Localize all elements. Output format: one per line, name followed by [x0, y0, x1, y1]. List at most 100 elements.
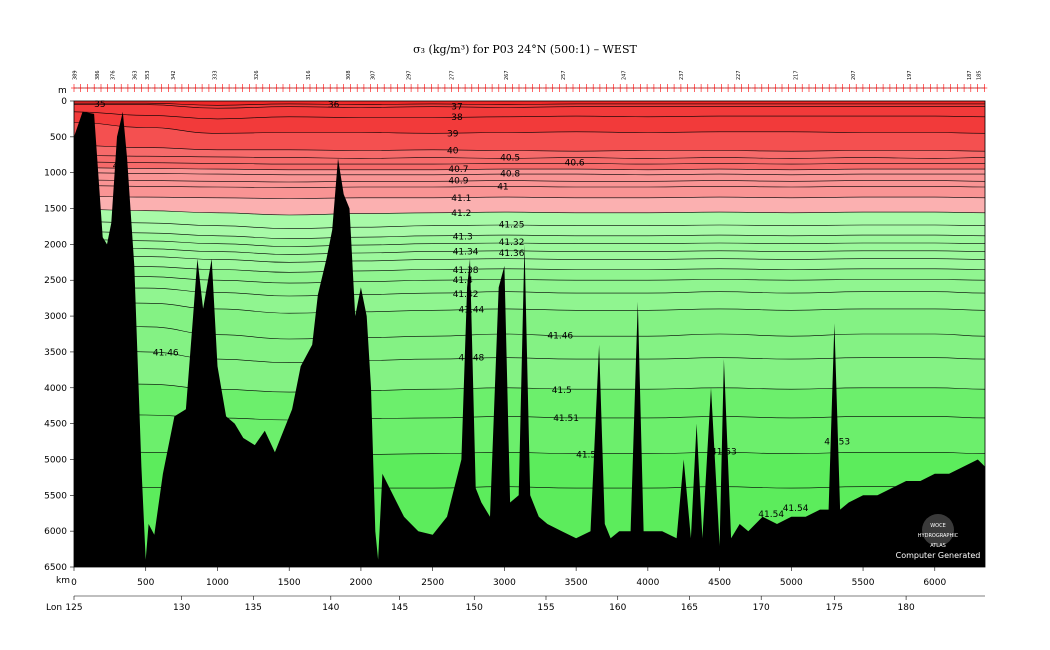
contour-label: 41.51	[553, 414, 579, 424]
contour-35	[73, 102, 985, 106]
distance-tick-label: 1500	[278, 578, 301, 588]
depth-tick-label: 500	[50, 133, 67, 143]
band-0-35	[74, 101, 985, 106]
contour-label: 41.32	[499, 238, 525, 248]
contour-label: 40.8	[500, 169, 520, 179]
contour-label: 41.46	[153, 349, 179, 359]
watermark-line-2: HYDROGRAPHIC	[918, 533, 959, 539]
watermark-line-1: WOCE	[930, 523, 946, 529]
contour-label: 40.9	[448, 177, 468, 187]
contour-40.5	[73, 155, 986, 159]
plot-border	[73, 100, 986, 568]
contour-label: 36	[328, 101, 340, 111]
contour-label: 41.5	[552, 386, 572, 396]
depth-tick-label: 3000	[44, 312, 67, 322]
station-axis: 389 386 376 363 353 342 333 326 316 308 307 297 277 2…	[58, 70, 988, 96]
station-label: 297	[406, 70, 412, 80]
contour-41.42	[73, 285, 986, 297]
contour-41.32	[73, 239, 986, 247]
depth-tick-label: 6500	[44, 563, 67, 573]
contour-label: 41.48	[459, 354, 485, 364]
distance-tick-label: 6000	[923, 578, 946, 588]
contour-41.25	[73, 221, 986, 229]
distance-tick-label: 4500	[708, 578, 731, 588]
longitude-tick-label: 145	[391, 603, 408, 613]
station-label: 197	[907, 70, 913, 80]
contour-label: 41.1	[451, 194, 471, 204]
depth-tick-label: 1000	[44, 169, 67, 179]
woce-logo-disc	[922, 514, 954, 546]
longitude-tick-label: 160	[609, 603, 626, 613]
distance-tick-label: 500	[137, 578, 154, 588]
distance-tick-label: 4000	[636, 578, 659, 588]
contour-label: 40	[447, 147, 459, 157]
contour-label: 41.36	[499, 249, 525, 259]
longitude-tick-label: 150	[466, 603, 483, 613]
contour-41.44	[73, 299, 986, 314]
station-label: 307	[370, 70, 376, 80]
depth-unit-label: m	[58, 86, 67, 96]
contour-label: 37	[451, 103, 462, 113]
station-label: 277	[449, 70, 455, 80]
depth-tick-label: 4500	[44, 420, 67, 430]
distance-tick-label: 1000	[206, 578, 229, 588]
contour-label: 41.25	[499, 220, 525, 230]
station-label: 247	[622, 70, 628, 80]
contour-41.38	[73, 264, 986, 273]
depth-tick-label: 6000	[44, 527, 67, 537]
contour-41	[73, 185, 986, 189]
contour-41.34	[73, 247, 986, 255]
contour-41.36	[73, 254, 986, 263]
station-label: 237	[679, 70, 685, 80]
seafloor-profile	[74, 111, 985, 568]
depth-tick-label: 2500	[44, 276, 67, 286]
contour-label: 41.54	[783, 504, 809, 514]
contour-label: 40	[113, 162, 125, 172]
contour-label: 41.34	[453, 248, 479, 258]
band-35-39	[74, 101, 985, 134]
contour-label: 41.42	[453, 290, 479, 300]
contour-label: 38	[451, 113, 463, 123]
contour-label: 41.2	[451, 209, 471, 219]
contour-label: 41.53	[711, 448, 737, 458]
contour-41.2	[73, 209, 986, 216]
station-label: 353	[145, 70, 151, 80]
distance-tick-label: 0	[71, 578, 77, 588]
longitude-tick-label: 165	[681, 603, 698, 613]
woce-watermark: WOCE HYDROGRAPHIC ATLAS Computer Generat…	[896, 514, 981, 560]
contour-39	[73, 122, 986, 134]
station-label: 376	[111, 70, 117, 80]
station-label: 326	[254, 70, 260, 80]
depth-tick-label: 2000	[44, 240, 67, 250]
longitude-tick-label: 125	[65, 603, 82, 613]
station-label: 363	[132, 70, 138, 80]
longitude-tick-label: 170	[753, 603, 770, 613]
contour-label: 41.46	[547, 331, 573, 341]
contour-38	[73, 111, 986, 120]
station-label: 316	[306, 70, 312, 80]
bathymetry	[74, 111, 985, 568]
contour-41.5	[73, 380, 986, 393]
contour-label: 40.5	[500, 154, 520, 164]
depth-axis: 0 500 1000 1500 2000 2500 3000 3500 4000 4500 5000…	[44, 97, 74, 573]
depth-tick-label: 3500	[44, 348, 67, 358]
depth-tick-label: 5500	[44, 491, 67, 501]
depth-tick-label: 1500	[44, 205, 67, 215]
depth-tick-label: 5000	[44, 455, 67, 465]
distance-tick-label: 2500	[421, 578, 444, 588]
longitude-tick-label: 175	[826, 603, 843, 613]
contour-label: 41.52	[576, 450, 602, 460]
contour-label: 39	[447, 129, 459, 139]
contour-label: 41.38	[453, 266, 479, 276]
longitude-axis: Lon 125 130 135 140 145 150 155 160 165 170 175 180	[46, 595, 985, 613]
station-label: 342	[171, 70, 177, 80]
contour-40.9	[73, 179, 986, 183]
watermark-caption: Computer Generated	[896, 551, 981, 560]
contour-37	[74, 104, 985, 109]
longitude-tick-label: 180	[898, 603, 915, 613]
contour-40.8	[73, 172, 985, 176]
distance-tick-label: 5500	[852, 578, 875, 588]
station-label: 386	[95, 70, 101, 80]
contour-41.4	[73, 274, 986, 284]
